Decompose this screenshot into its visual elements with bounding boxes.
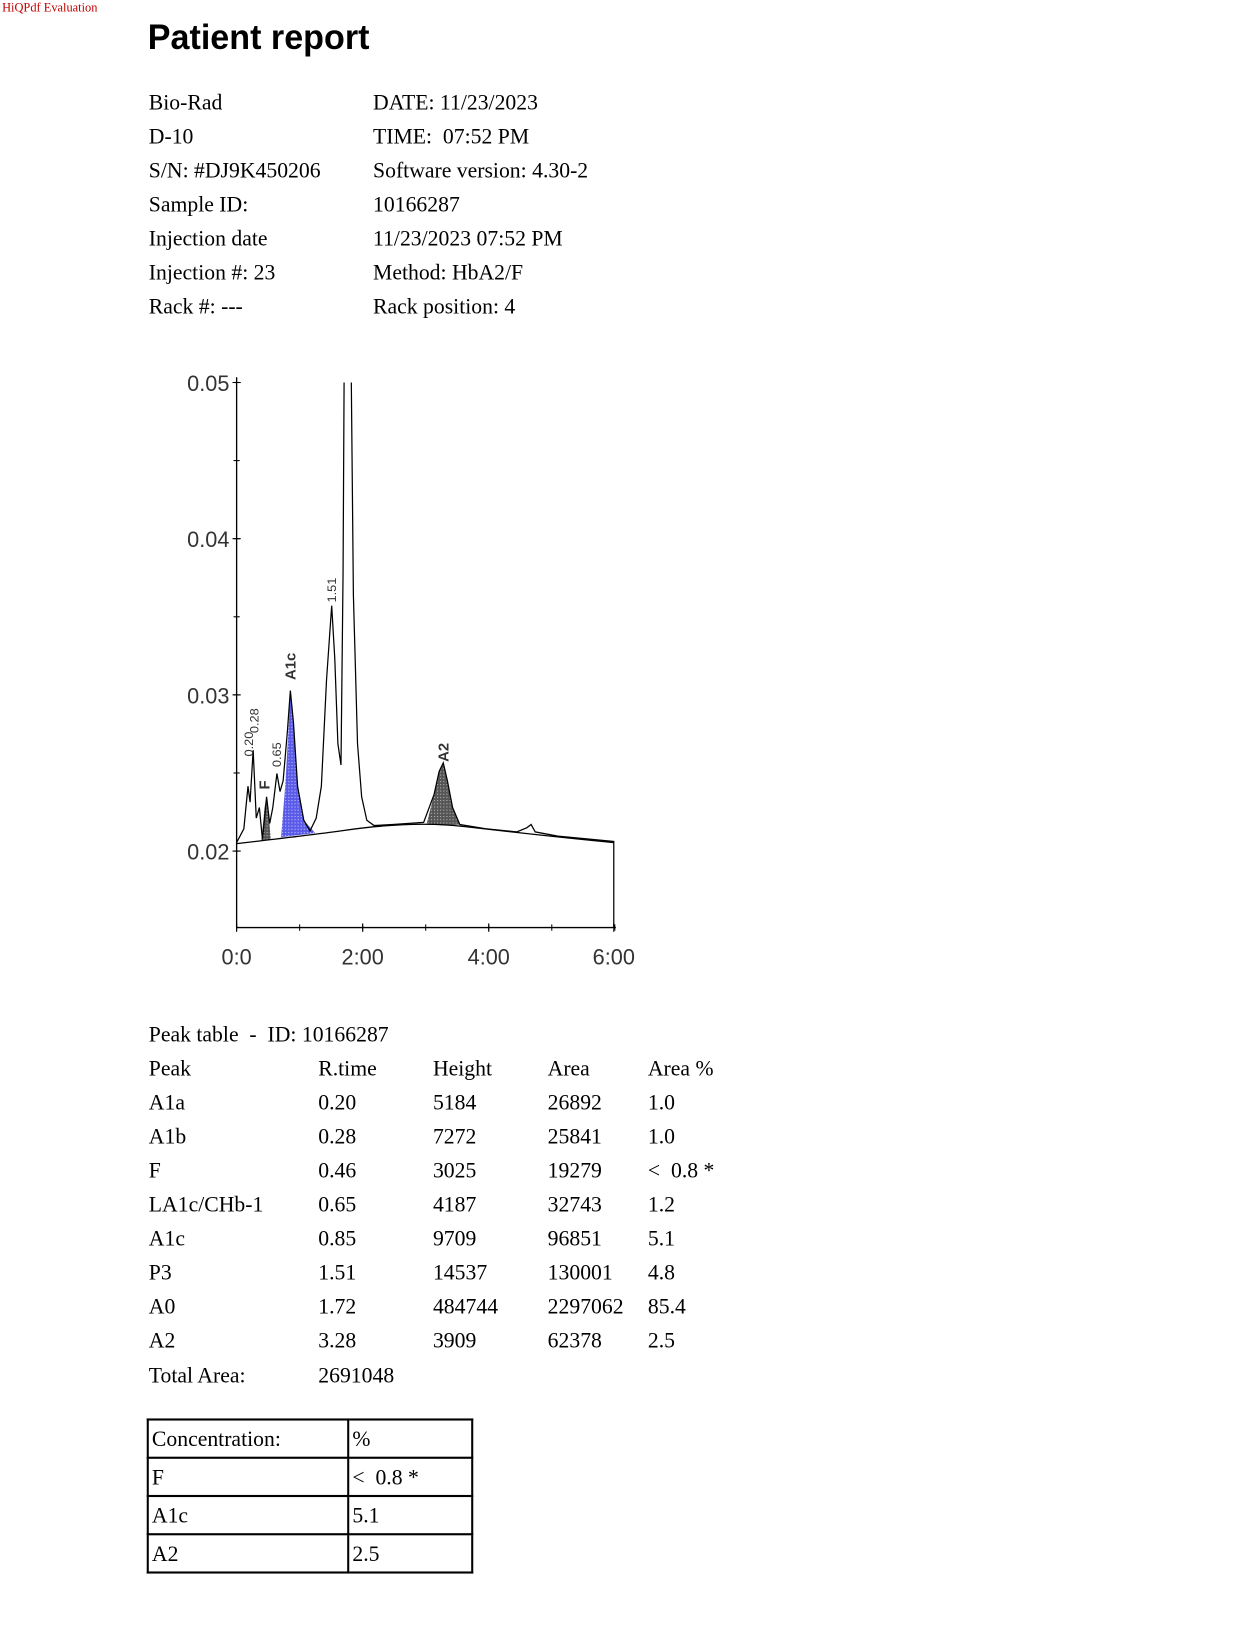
chromatogram: 0.05 0.04 0.03 0.02 0:0 2:00 4:00 6:00 0.200.28 F… — [187, 371, 635, 970]
peak-label: A2 — [437, 743, 453, 762]
table-cell: 62378 — [547, 1327, 602, 1353]
baseline — [236, 823, 614, 845]
table-cell: 1.0 — [647, 1089, 676, 1115]
table-cell: 1.51 — [318, 1259, 357, 1285]
column-header: Area — [547, 1055, 590, 1081]
table-cell: 4187 — [432, 1191, 477, 1217]
table-cell: A1b — [148, 1123, 187, 1149]
table-cell: 0.46 — [318, 1157, 357, 1183]
concentration-cell: 2.5 — [347, 1533, 474, 1574]
peak-label: F — [258, 780, 274, 789]
table-cell: A1a — [148, 1089, 185, 1115]
y-tick-label: 0.02 — [187, 839, 229, 864]
x-tick-label: 6:00 — [593, 944, 635, 969]
peak-label: A1c — [284, 653, 300, 680]
info-field: TIME: 07:52 PM — [373, 123, 530, 149]
table-cell: 7272 — [432, 1123, 477, 1149]
table-cell: 26892 — [547, 1089, 602, 1115]
table-cell: 0.85 — [318, 1225, 357, 1251]
info-field: DATE: 11/23/2023 — [373, 89, 538, 115]
table-cell: 85.4 — [647, 1293, 686, 1319]
table-cell: 19279 — [547, 1157, 602, 1183]
concentration-cell: A1c — [146, 1494, 350, 1536]
info-field: Software version: 4.30-2 — [373, 157, 589, 183]
table-cell: F — [148, 1157, 161, 1183]
info-field: Sample ID: — [148, 191, 249, 217]
info-field: D-10 — [148, 123, 194, 149]
table-cell: 5.1 — [647, 1225, 676, 1251]
table-cell: 484744 — [432, 1293, 499, 1319]
peak-label: 0.20 — [242, 732, 256, 757]
peak-fill-a1c — [281, 690, 316, 838]
concentration-cell: A2 — [146, 1533, 350, 1574]
info-field: Injection #: 23 — [148, 259, 276, 285]
table-cell: P3 — [148, 1259, 172, 1285]
concentration-row: F < 0.8 * — [146, 1456, 474, 1498]
y-tick-label: 0.05 — [187, 371, 229, 396]
concentration-cell: F — [146, 1456, 350, 1498]
table-cell: 96851 — [547, 1225, 602, 1251]
table-cell: 0.65 — [318, 1191, 357, 1217]
peak-label: 1.51 — [325, 578, 339, 603]
table-cell: 3909 — [432, 1327, 477, 1353]
table-cell: 14537 — [432, 1259, 488, 1285]
table-cell: 1.72 — [318, 1293, 357, 1319]
table-cell: 1.0 — [647, 1123, 676, 1149]
concentration-cell: % — [347, 1418, 474, 1459]
table-cell: A2 — [148, 1327, 176, 1353]
concentration-row: A1c 5.1 — [146, 1494, 474, 1536]
column-header: Area % — [647, 1055, 714, 1081]
table-cell: 130001 — [547, 1259, 613, 1285]
watermark: HiQPdf Evaluation — [2, 0, 98, 15]
concentration-cell: < 0.8 * — [347, 1456, 474, 1498]
table-cell: 2.5 — [647, 1327, 676, 1353]
info-field: S/N: #DJ9K450206 — [148, 157, 321, 183]
concentration-row: Concentration:% — [146, 1418, 474, 1459]
concentration-row: A2 2.5 — [146, 1533, 474, 1574]
info-field: Method: HbA2/F — [373, 259, 524, 285]
x-tick-label: 0:0 — [222, 944, 252, 969]
info-field: Injection date — [148, 225, 268, 251]
table-cell: 1.2 — [647, 1191, 676, 1217]
table-cell: 3025 — [432, 1157, 477, 1183]
x-tick-label: 2:00 — [342, 944, 384, 969]
concentration-cell: Concentration: — [146, 1418, 350, 1459]
info-field: Rack #: --- — [148, 293, 243, 319]
table-cell: 25841 — [547, 1123, 602, 1149]
table-cell: 0.28 — [318, 1123, 357, 1149]
column-header: Peak — [148, 1055, 191, 1081]
table-cell: 0.20 — [318, 1089, 357, 1115]
peak-label: 0.28 — [247, 708, 261, 733]
table-cell: LA1c/CHb-1 — [148, 1191, 264, 1217]
peak-fill-a2 — [426, 762, 460, 826]
table-cell: 2297062 — [547, 1293, 624, 1319]
table-cell: A0 — [148, 1293, 176, 1319]
y-tick-label: 0.03 — [187, 683, 229, 708]
info-field: Rack position: 4 — [373, 293, 516, 319]
total-area: 2691048 — [318, 1362, 395, 1388]
peak-table-title: Peak table - ID: 10166287 — [148, 1021, 389, 1047]
info-field: Bio-Rad — [148, 89, 223, 115]
column-header: Height — [432, 1055, 493, 1081]
table-cell: 5184 — [432, 1089, 477, 1115]
signal-trace — [236, 382, 615, 928]
column-header: R.time — [318, 1055, 377, 1081]
concentration-table: Concentration:% F < 0.8 * A1c 5.1 A2 2.5 — [146, 1418, 474, 1574]
table-cell: 9709 — [432, 1225, 477, 1251]
table-cell: 32743 — [547, 1191, 602, 1217]
concentration-cell: 5.1 — [347, 1494, 474, 1536]
x-tick-label: 4:00 — [468, 944, 510, 969]
table-cell: 3.28 — [318, 1327, 357, 1353]
table-cell: A1c — [148, 1225, 185, 1251]
table-cell: < 0.8 * — [647, 1157, 715, 1183]
table-cell: 4.8 — [647, 1259, 676, 1285]
report-title: Patient report — [147, 17, 370, 57]
info-field: 11/23/2023 07:52 PM — [373, 225, 563, 251]
info-field: 10166287 — [373, 191, 460, 217]
peak-label: 0.65 — [270, 742, 284, 767]
y-tick-label: 0.04 — [187, 527, 229, 552]
total-area: Total Area: — [148, 1362, 246, 1388]
